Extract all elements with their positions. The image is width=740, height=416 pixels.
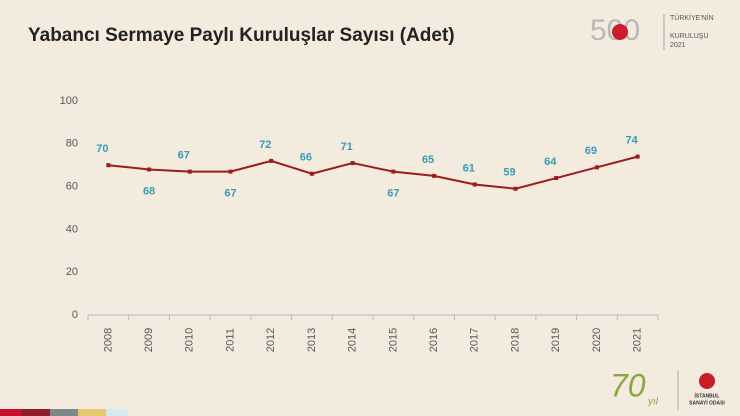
- data-label: 72: [259, 139, 271, 151]
- x-tick-label: 2020: [591, 328, 603, 352]
- marker: [635, 154, 640, 159]
- marker: [269, 158, 274, 163]
- marker: [594, 165, 599, 170]
- data-label: 67: [387, 188, 399, 200]
- x-tick-label: 2012: [265, 328, 277, 352]
- x-tick-label: 2016: [428, 328, 440, 352]
- strip: [50, 409, 78, 416]
- data-label: 67: [224, 188, 236, 200]
- marker: [432, 173, 437, 178]
- y-tick-label: 20: [66, 266, 78, 278]
- x-tick-label: 2013: [306, 328, 318, 352]
- logo-text: yıl: [647, 397, 659, 408]
- marker: [350, 161, 355, 166]
- x-tick-label: 2010: [184, 328, 196, 352]
- data-label: 65: [422, 154, 434, 166]
- data-label: 64: [544, 156, 557, 168]
- logo-badge: [699, 373, 715, 389]
- data-label: 70: [96, 143, 108, 155]
- y-tick-label: 0: [72, 309, 78, 321]
- marker: [391, 169, 396, 174]
- logo-text: TÜRKİYE'NİN: [670, 13, 714, 22]
- data-label: 69: [585, 145, 597, 157]
- logo-text: İSTANBUL: [695, 392, 720, 399]
- x-tick-label: 2017: [469, 328, 481, 352]
- logo-mark: 70: [610, 367, 646, 403]
- x-tick-label: 2018: [509, 328, 521, 352]
- data-label: 68: [143, 185, 155, 197]
- data-label: 67: [178, 150, 190, 162]
- strip: [106, 409, 128, 416]
- logo-500: 500 TÜRKİYE'NİN KURULUŞU 2021: [590, 13, 714, 50]
- data-label: 74: [626, 135, 639, 147]
- data-label: 59: [503, 167, 515, 179]
- x-tick-label: 2019: [550, 328, 562, 352]
- x-tick-label: 2008: [102, 328, 114, 352]
- data-label: 71: [341, 141, 353, 153]
- y-tick-label: 80: [66, 138, 78, 150]
- y-tick-label: 60: [66, 181, 78, 193]
- data-label: 66: [300, 152, 312, 164]
- marker: [554, 176, 559, 181]
- x-tick-label: 2021: [632, 328, 644, 352]
- strip: [22, 409, 50, 416]
- marker: [147, 167, 152, 172]
- logo-text: SANAYİ ODASI: [689, 399, 725, 406]
- color-strip: [0, 409, 128, 416]
- x-tick-label: 2011: [224, 328, 236, 352]
- marker: [472, 182, 477, 187]
- chart-title: Yabancı Sermaye Paylı Kuruluşlar Sayısı …: [28, 25, 455, 46]
- y-tick-label: 100: [60, 95, 78, 107]
- data-label: 61: [463, 162, 475, 174]
- logo-badge: [612, 24, 628, 40]
- logo-text: KURULUŞU: [670, 33, 709, 40]
- logo-iso: 70 yıl İSTANBUL SANAYİ ODASI: [610, 367, 725, 410]
- x-tick-label: 2015: [387, 328, 399, 352]
- marker: [228, 169, 233, 174]
- marker: [187, 169, 192, 174]
- marker: [309, 171, 314, 176]
- marker: [513, 186, 518, 191]
- strip: [78, 409, 106, 416]
- logo-text: 2021: [670, 42, 686, 49]
- x-tick-label: 2009: [143, 328, 155, 352]
- marker: [106, 163, 111, 168]
- line: [108, 155, 638, 190]
- x-tick-label: 2014: [347, 328, 359, 352]
- strip: [0, 409, 22, 416]
- y-tick-label: 40: [66, 223, 78, 235]
